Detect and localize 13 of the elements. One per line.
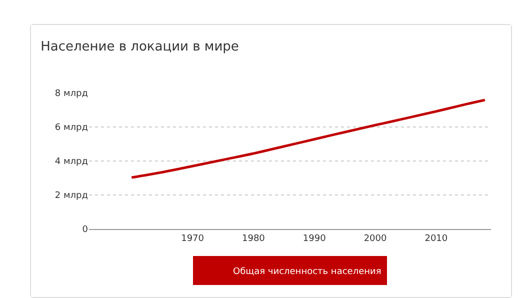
y-tick-label: 4 млрд bbox=[54, 157, 88, 168]
x-tick-label: 1980 bbox=[242, 234, 266, 244]
x-tick-label: 1990 bbox=[302, 234, 326, 244]
x-tick-label: 1970 bbox=[181, 234, 204, 244]
x-tick-label: 2010 bbox=[424, 234, 448, 244]
y-tick-label: 6 млрд bbox=[54, 123, 88, 134]
y-tick-label: 0 bbox=[82, 225, 88, 236]
x-tick-label: 2000 bbox=[364, 234, 387, 244]
line-series bbox=[130, 98, 486, 179]
y-tick-label: 2 млрд bbox=[54, 191, 88, 202]
chart-title: Население в локации в мире bbox=[40, 39, 239, 54]
y-tick-label: 8 млрд bbox=[54, 89, 88, 100]
text: Общая численность населения bbox=[233, 267, 382, 278]
